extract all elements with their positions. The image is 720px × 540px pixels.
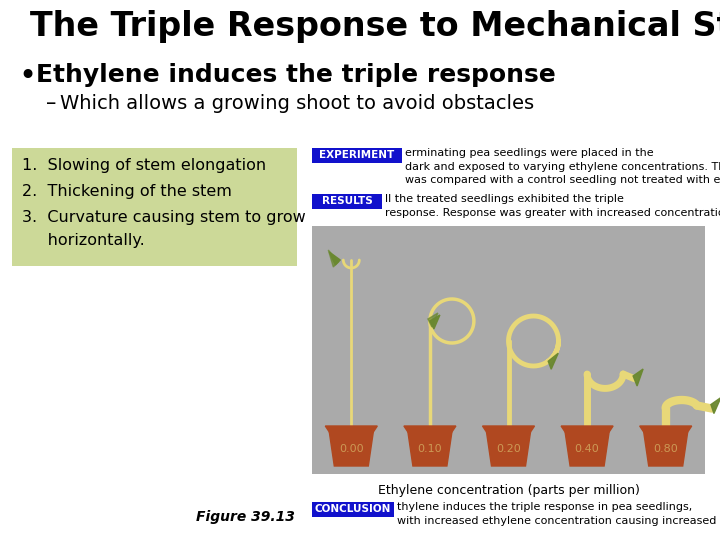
Text: 3.  Curvature causing stem to grow: 3. Curvature causing stem to grow [22,210,306,225]
Polygon shape [644,432,688,466]
FancyBboxPatch shape [312,502,394,517]
Text: CONCLUSION: CONCLUSION [315,504,391,515]
Text: erminating pea seedlings were placed in the
dark and exposed to varying ethylene: erminating pea seedlings were placed in … [405,148,720,185]
Polygon shape [328,250,338,267]
Text: 0.10: 0.10 [418,444,442,454]
Polygon shape [482,426,534,432]
Text: •: • [18,62,36,91]
Text: 1.  Slowing of stem elongation: 1. Slowing of stem elongation [22,158,266,173]
Polygon shape [711,397,720,414]
FancyBboxPatch shape [312,226,705,474]
Text: ll the treated seedlings exhibited the triple
response. Response was greater wit: ll the treated seedlings exhibited the t… [385,194,720,218]
FancyBboxPatch shape [312,194,382,209]
Polygon shape [404,426,456,432]
Text: EXPERIMENT: EXPERIMENT [320,151,395,160]
Text: 0.20: 0.20 [496,444,521,454]
Text: 0.00: 0.00 [339,444,364,454]
FancyBboxPatch shape [12,148,297,266]
Polygon shape [548,353,558,369]
Text: Figure 39.13: Figure 39.13 [196,510,294,524]
Polygon shape [565,432,609,466]
Polygon shape [325,426,377,432]
Polygon shape [633,369,643,386]
Text: Which allows a growing shoot to avoid obstacles: Which allows a growing shoot to avoid ob… [60,94,534,113]
Text: 0.80: 0.80 [653,444,678,454]
Polygon shape [639,426,692,432]
Text: horizontally.: horizontally. [22,233,145,248]
Text: thylene induces the triple response in pea seedlings,
with increased ethylene co: thylene induces the triple response in p… [397,502,720,525]
Text: Ethylene concentration (parts per million): Ethylene concentration (parts per millio… [377,484,639,497]
Text: 2.  Thickening of the stem: 2. Thickening of the stem [22,184,232,199]
Polygon shape [561,426,613,432]
Polygon shape [329,252,341,265]
Polygon shape [430,315,440,329]
Text: –: – [46,93,56,113]
Polygon shape [408,432,452,466]
Polygon shape [329,432,373,466]
Text: Ethylene induces the triple response: Ethylene induces the triple response [36,63,556,87]
FancyBboxPatch shape [312,148,402,163]
Text: The Triple Response to Mechanical Stress: The Triple Response to Mechanical Stress [30,10,720,43]
Polygon shape [487,432,531,466]
Text: 0.40: 0.40 [575,444,600,454]
Text: RESULTS: RESULTS [322,197,372,206]
Polygon shape [428,313,438,327]
